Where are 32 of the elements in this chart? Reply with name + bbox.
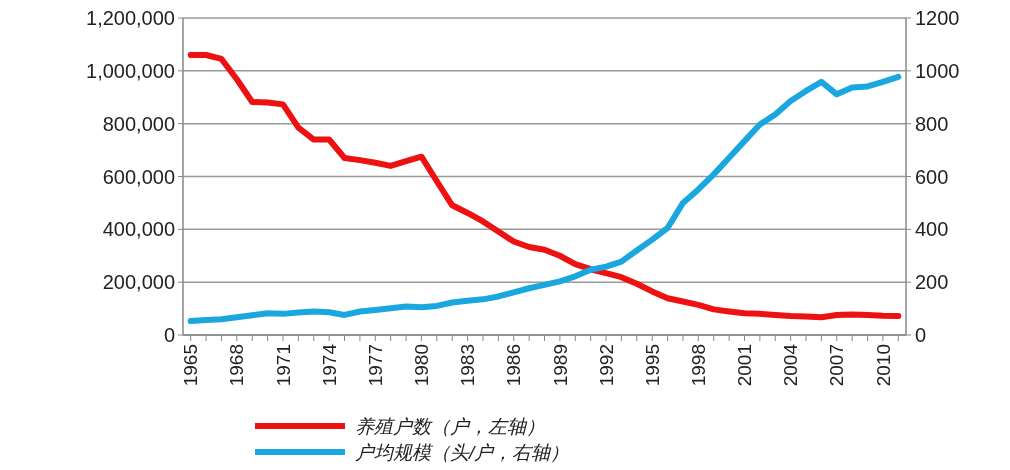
y-tick-label: 1,000,000	[86, 59, 175, 82]
x-tick-label: 2010	[872, 344, 894, 387]
y2-tick-label: 800	[915, 112, 949, 135]
y2-tick-label: 1200	[915, 7, 960, 29]
x-tick-label: 1977	[364, 344, 386, 387]
y2-tick-label: 200	[915, 271, 949, 294]
x-tick-label: 2004	[780, 343, 802, 387]
x-tick-label: 1995	[641, 344, 663, 387]
x-tick-label: 1971	[272, 344, 294, 387]
legend-label: 户均规模（头/户，右轴）	[355, 441, 570, 463]
x-tick-label: 1965	[180, 344, 202, 387]
x-tick-label: 1992	[595, 344, 617, 387]
x-tick-label: 1968	[226, 344, 248, 387]
y-tick-label: 0	[163, 324, 175, 346]
y2-tick-label: 1000	[915, 59, 960, 82]
x-tick-label: 1974	[318, 343, 340, 387]
y2-tick-label: 600	[915, 165, 949, 188]
x-tick-label: 2007	[826, 344, 848, 387]
x-tick-label: 2001	[734, 344, 756, 387]
y-tick-label: 200,000	[102, 271, 175, 294]
y-tick-label: 400,000	[102, 218, 175, 241]
x-tick-label: 1983	[457, 344, 479, 387]
legend-label: 养殖户数（户，左轴）	[355, 415, 545, 437]
y-tick-label: 1,200,000	[86, 7, 175, 29]
y-tick-label: 800,000	[102, 112, 175, 135]
x-tick-label: 1998	[687, 344, 709, 387]
x-tick-label: 1980	[411, 344, 433, 387]
x-tick-label: 1989	[549, 344, 571, 387]
y2-tick-label: 400	[915, 218, 949, 241]
y2-tick-label: 0	[915, 324, 927, 346]
x-tick-label: 1986	[503, 344, 525, 387]
y-tick-label: 600,000	[102, 165, 175, 188]
